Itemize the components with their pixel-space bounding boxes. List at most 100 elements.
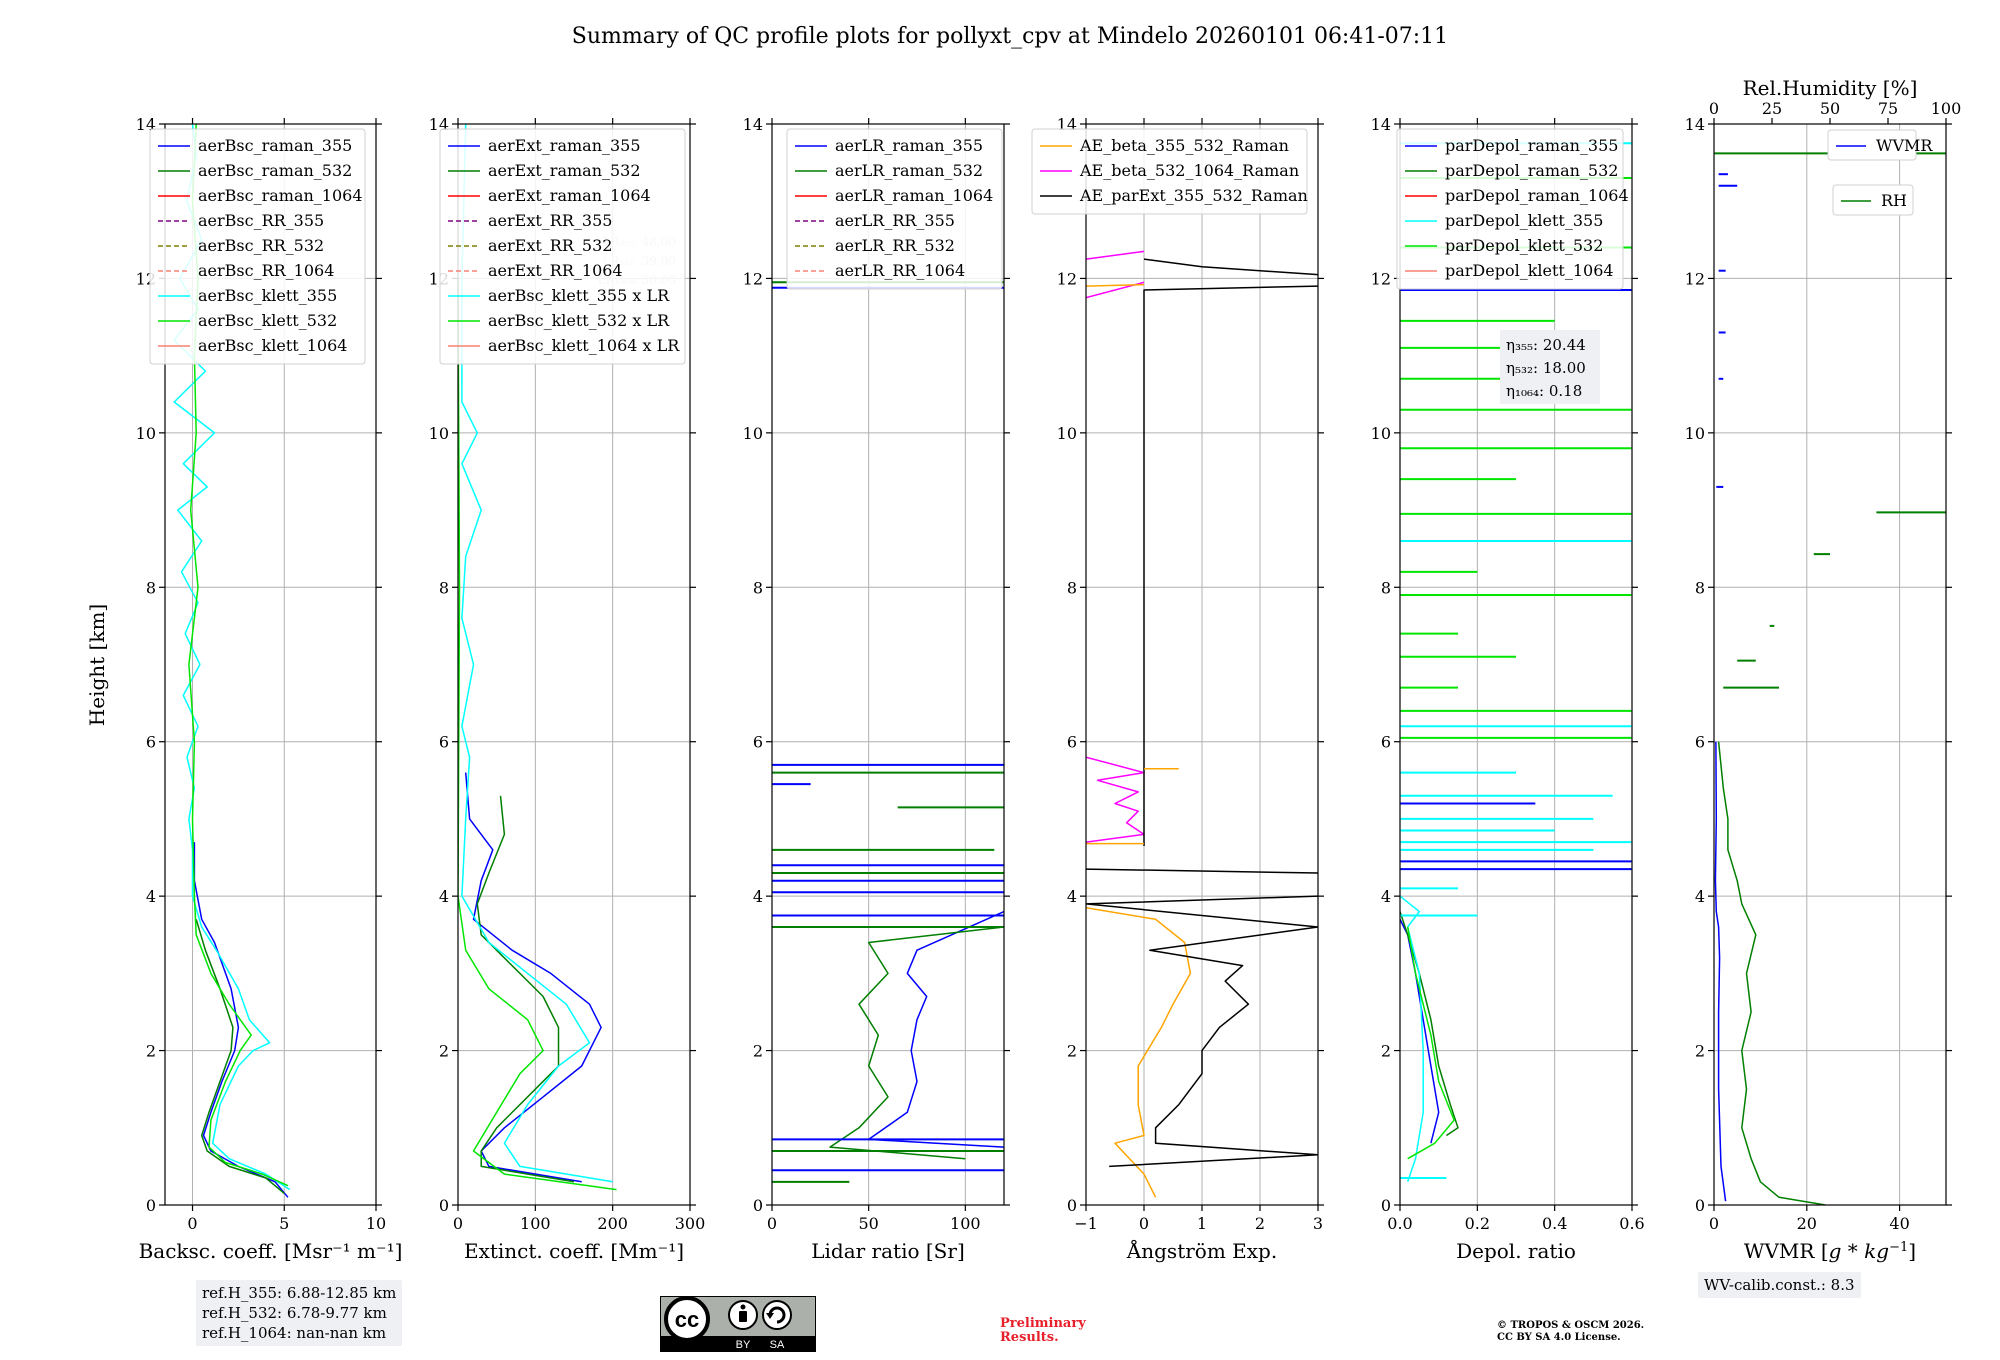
legend-label-AE_beta_532_1064_Raman: AE_beta_532_1064_Raman (1079, 161, 1299, 180)
series-AE_parExt_355_532_Raman (1086, 868, 1318, 874)
share-alike-icon (762, 1300, 792, 1330)
eta-value: η₁₀₆₄: 0.18 (1506, 382, 1582, 400)
y-tick-label: 10 (743, 424, 763, 443)
plot-frame-depol (1399, 123, 1633, 1206)
y-tick-label: 2 (1695, 1042, 1705, 1061)
preliminary-line-1: Preliminary (1000, 1316, 1086, 1331)
y-tick-label: 8 (753, 578, 763, 597)
x-tick-label: 5 (279, 1214, 289, 1233)
legend-box (1832, 184, 1914, 216)
legend-box (1396, 128, 1624, 290)
refh-1064: ref.H_1064: nan-nan km (202, 1324, 387, 1342)
grid-wv (1714, 124, 1946, 1205)
legend-label-aerBsc_klett_1064: aerBsc_klett_1064 (198, 336, 347, 355)
series-aerBsc_raman_532 (195, 919, 285, 1194)
x-tick-label: 0.2 (1465, 1214, 1490, 1233)
legend-label-aerBsc_RR_532: aerBsc_RR_532 (198, 236, 324, 255)
x-tick-label: 40 (1889, 1214, 1909, 1233)
legend-label-parDepol_raman_1064: parDepol_raman_1064 (1445, 186, 1629, 205)
series-aerExt_raman_355 (464, 772, 602, 1183)
legend-label-parDepol_raman_355: parDepol_raman_355 (1445, 136, 1618, 155)
legend-wv: WVMR RH (1827, 129, 1933, 216)
plot-frame-bsc (164, 123, 377, 1206)
x-tick-label: 10 (366, 1214, 386, 1233)
x-axis-label: Depol. ratio (1456, 1239, 1576, 1263)
series-AE_parExt_355_532_Raman (1086, 895, 1318, 1168)
top-axis-tick-label: 50 (1820, 99, 1840, 118)
eta-annotation-box (1500, 330, 1600, 404)
legend-ae: AE_beta_355_532_Raman AE_beta_532_1064_Ra… (1031, 128, 1308, 215)
legend-label-aerExt_RR_1064: aerExt_RR_1064 (488, 261, 623, 280)
refh-532: ref.H_532: 6.78-9.77 km (202, 1304, 387, 1322)
x-tick-label: 300 (675, 1214, 706, 1233)
y-tick-label: 4 (1067, 887, 1077, 906)
x-axis-label: Ångström Exp. (1126, 1238, 1277, 1263)
x-tick-label: 0 (1709, 1214, 1719, 1233)
legend-label-aerBsc_raman_532: aerBsc_raman_532 (198, 161, 352, 180)
series-aerBsc_klett_532 x LR (458, 278, 617, 1191)
panel-depol: 0 2 4 6 8 10 12 14 0.0 0.2 0.4 0.6 Depol. ratio parDe… (1371, 115, 1645, 1263)
series-AE_parExt_355_532_Raman (1143, 285, 1318, 846)
y-tick-label: 8 (1067, 578, 1077, 597)
series-aerBsc_klett_532 (188, 124, 289, 1187)
y-tick-label: 2 (1067, 1042, 1077, 1061)
wv-calibration-box: WV-calib.const.: 8.3 (1698, 1272, 1861, 1298)
legend-label-aerExt_raman_532: aerExt_raman_532 (488, 161, 641, 180)
y-tick-label: 12 (743, 269, 763, 288)
series-AE_beta_532_1064_Raman (1086, 250, 1145, 260)
legend-label-aerBsc_raman_355: aerBsc_raman_355 (198, 136, 352, 155)
x-axis-label: Backsc. coeff. [Msr⁻¹ m⁻¹] (139, 1239, 403, 1263)
legend-label-aerBsc_klett_532 x LR: aerBsc_klett_532 x LR (488, 311, 670, 330)
y-axis-label: Height [km] (85, 604, 109, 726)
legend-label-parDepol_klett_532: parDepol_klett_532 (1445, 236, 1603, 255)
panels: 0 2 4 6 8 10 12 14 0 5 10 Backsc. coeff. [Msr⁻¹ m⁻¹… (136, 76, 1962, 1263)
x-axis-label: Extinct. coeff. [Mm⁻¹] (464, 1239, 684, 1263)
eta-value: η₃₅₅: 20.44 (1506, 336, 1586, 354)
y-tick-label: 10 (1685, 424, 1705, 443)
y-tick-label: 10 (1371, 424, 1391, 443)
plot-frame-wv (1713, 123, 1947, 1206)
x-tick-label: −1 (1074, 1214, 1098, 1233)
y-tick-label: 0 (1381, 1196, 1391, 1215)
top-axis-label: Rel.Humidity [%] (1743, 76, 1918, 100)
x-tick-label: 0 (187, 1214, 197, 1233)
y-tick-label: 6 (146, 733, 156, 752)
legend-label-aerBsc_klett_355: aerBsc_klett_355 (198, 286, 337, 305)
legend-label-aerExt_RR_355: aerExt_RR_355 (488, 211, 612, 230)
series-AE_parExt_355_532_Raman (1143, 258, 1318, 276)
y-tick-label: 0 (1695, 1196, 1705, 1215)
y-tick-label: 10 (136, 424, 156, 443)
legend-label-aerBsc_RR_355: aerBsc_RR_355 (198, 211, 324, 230)
legend-depol: parDepol_raman_355 parDepol_raman_532 parD… (1396, 128, 1629, 290)
y-tick-label: 12 (1685, 269, 1705, 288)
series-AE_beta_355_532_Raman (1086, 283, 1145, 287)
y-tick-label: 8 (146, 578, 156, 597)
y-tick-label: 14 (1685, 115, 1705, 134)
legend-label-aerBsc_RR_1064: aerBsc_RR_1064 (198, 261, 334, 280)
legend-bsc: aerBsc_raman_355 aerBsc_raman_532 aerBsc_r… (149, 128, 366, 365)
grid-lr (772, 124, 1004, 1205)
refh-355: ref.H_355: 6.88-12.85 km (202, 1284, 397, 1302)
legend-box (1031, 128, 1308, 215)
legend-label-aerLR_raman_355: aerLR_raman_355 (835, 136, 983, 155)
x-tick-label: 20 (1797, 1214, 1817, 1233)
series-group-ae (1086, 250, 1318, 1198)
legend-label-parDepol_klett_355: parDepol_klett_355 (1445, 211, 1603, 230)
legend-label-aerLR_raman_1064: aerLR_raman_1064 (835, 186, 993, 205)
y-tick-label: 6 (1381, 733, 1391, 752)
legend-label-aerLR_RR_1064: aerLR_RR_1064 (835, 261, 965, 280)
y-tick-label: 8 (1695, 578, 1705, 597)
cc-letters: cc (675, 1307, 699, 1332)
x-axis-label: Lidar ratio [Sr] (811, 1239, 965, 1263)
legend-label-parDepol_klett_1064: parDepol_klett_1064 (1445, 261, 1614, 280)
x-tick-label: 100 (520, 1214, 551, 1233)
series-parDepol_klett_355 (1400, 895, 1424, 1183)
x-tick-label: 100 (950, 1214, 981, 1233)
legend-ext: aerExt_raman_355 aerExt_raman_532 aerExt_r… (439, 128, 686, 365)
eta-value: η₅₃₂: 18.00 (1506, 359, 1586, 377)
legend-label-aerExt_RR_532: aerExt_RR_532 (488, 236, 612, 255)
y-tick-label: 14 (1371, 115, 1391, 134)
